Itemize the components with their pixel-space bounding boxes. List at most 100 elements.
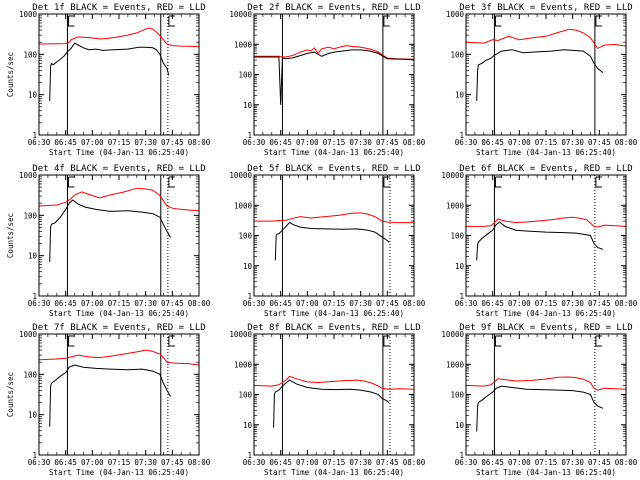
y-tick-label: 1000 <box>446 360 465 369</box>
events-series-line <box>476 49 604 101</box>
x-tick-label: 07:30 <box>349 299 372 308</box>
event-flag-marker <box>383 336 390 347</box>
x-tick-label: 07:30 <box>561 458 584 467</box>
x-axis-label: Start Time (04-Jan-13 06:25:40) <box>49 148 189 157</box>
y-tick-label: 10000 <box>229 330 252 339</box>
chart-title: Det 1f BLACK = Events, RED = LLD <box>32 3 205 13</box>
x-tick-label: 07:00 <box>508 299 531 308</box>
chart-title: Det 5f BLACK = Events, RED = LLD <box>247 164 420 174</box>
chart-title: Det 8f BLACK = Events, RED = LLD <box>247 323 420 333</box>
y-tick-label: 10 <box>243 421 253 430</box>
y-tick-label: 1 <box>459 451 464 460</box>
y-tick-label: 10000 <box>229 171 252 180</box>
x-axis-label: Start Time (04-Jan-13 06:25:40) <box>49 468 189 477</box>
plot-frame <box>253 13 415 136</box>
y-tick-label: 1000 <box>19 330 38 339</box>
event-flag-marker <box>595 177 602 188</box>
y-tick-label: 10000 <box>441 330 464 339</box>
y-axis-label: Counts/sec <box>6 372 15 417</box>
chart-title: Det 6f BLACK = Events, RED = LLD <box>459 164 632 174</box>
x-tick-label: 06:45 <box>54 299 77 308</box>
x-tick-label: 06:30 <box>243 299 266 308</box>
y-tick-label: 100 <box>238 71 252 80</box>
event-flag-marker <box>168 336 175 347</box>
x-tick-label: 07:00 <box>296 138 319 147</box>
x-tick-label: 07:45 <box>161 458 184 467</box>
y-tick-label: 10 <box>243 101 253 110</box>
plot-frame <box>38 13 200 136</box>
y-tick-label: 10000 <box>229 10 252 19</box>
event-flag-marker <box>67 177 75 188</box>
y-tick-label: 100 <box>450 391 464 400</box>
y-tick-label: 1 <box>247 451 252 460</box>
plot-frame <box>465 333 627 456</box>
x-axis-label: Start Time (04-Jan-13 06:25:40) <box>264 309 404 318</box>
y-tick-label: 10 <box>28 411 38 420</box>
y-tick-label: 100 <box>23 370 37 379</box>
lld-series-line <box>466 216 627 228</box>
x-tick-label: 06:30 <box>455 299 478 308</box>
y-axis-label: Counts/sec <box>6 213 15 258</box>
x-tick-label: 06:30 <box>28 138 51 147</box>
events-series-line <box>49 42 170 101</box>
x-tick-label: 06:45 <box>269 458 292 467</box>
y-tick-label: 1 <box>459 131 464 140</box>
y-tick-label: 1 <box>247 292 252 301</box>
y-tick-label: 10 <box>28 252 38 261</box>
x-tick-label: 08:00 <box>615 299 638 308</box>
x-tick-label: 06:45 <box>481 458 504 467</box>
chart-panel-7: Det 7f BLACK = Events, RED = LLD Counts/s… <box>6 323 211 477</box>
x-tick-label: 07:00 <box>508 458 531 467</box>
event-flag-marker <box>494 16 502 27</box>
x-tick-label: 07:45 <box>161 299 184 308</box>
x-axis-label: Start Time (04-Jan-13 06:25:40) <box>476 309 616 318</box>
plot-frame <box>38 174 200 297</box>
x-tick-label: 07:00 <box>508 138 531 147</box>
event-flag-marker <box>67 336 75 347</box>
y-tick-label: 10 <box>455 91 465 100</box>
x-tick-label: 08:00 <box>615 458 638 467</box>
x-axis-label: Start Time (04-Jan-13 06:25:40) <box>264 148 404 157</box>
event-flag-marker <box>494 177 502 188</box>
x-tick-label: 07:45 <box>161 138 184 147</box>
y-tick-label: 1000 <box>234 360 253 369</box>
y-tick-label: 100 <box>238 391 252 400</box>
x-tick-label: 08:00 <box>403 299 426 308</box>
x-tick-label: 06:45 <box>269 138 292 147</box>
x-tick-label: 07:15 <box>535 458 558 467</box>
y-tick-label: 100 <box>23 211 37 220</box>
chart-title: Det 9f BLACK = Events, RED = LLD <box>459 323 632 333</box>
chart-title: Det 3f BLACK = Events, RED = LLD <box>459 3 632 13</box>
event-flag-marker <box>168 177 175 188</box>
x-axis-label: Start Time (04-Jan-13 06:25:40) <box>264 468 404 477</box>
chart-panel-3: Det 3f BLACK = Events, RED = LLD Start Ti… <box>446 3 638 157</box>
x-tick-label: 06:30 <box>455 138 478 147</box>
plot-frame <box>465 174 627 297</box>
lld-series-line <box>38 349 200 366</box>
plot-frame <box>253 174 415 297</box>
x-axis-label: Start Time (04-Jan-13 06:25:40) <box>49 309 189 318</box>
y-tick-label: 1000 <box>19 10 38 19</box>
x-tick-label: 07:15 <box>323 458 346 467</box>
event-flag-marker <box>595 16 602 27</box>
x-tick-label: 06:30 <box>243 138 266 147</box>
y-tick-label: 10000 <box>441 171 464 180</box>
x-tick-label: 07:45 <box>376 138 399 147</box>
events-series-line <box>476 385 604 432</box>
y-tick-label: 10 <box>243 262 253 271</box>
x-tick-label: 07:45 <box>588 299 611 308</box>
x-tick-label: 07:00 <box>81 299 104 308</box>
y-tick-label: 100 <box>450 232 464 241</box>
x-tick-label: 07:30 <box>134 138 157 147</box>
plot-frame <box>38 333 200 456</box>
y-tick-label: 1000 <box>234 40 253 49</box>
x-tick-label: 06:30 <box>28 458 51 467</box>
x-tick-label: 08:00 <box>403 458 426 467</box>
event-flag-marker <box>383 16 390 27</box>
x-tick-label: 07:30 <box>561 138 584 147</box>
chart-panel-6: Det 6f BLACK = Events, RED = LLD Start Ti… <box>441 164 637 318</box>
x-tick-label: 07:00 <box>81 138 104 147</box>
x-tick-label: 06:45 <box>481 299 504 308</box>
x-tick-label: 07:30 <box>561 299 584 308</box>
x-tick-label: 06:30 <box>28 299 51 308</box>
